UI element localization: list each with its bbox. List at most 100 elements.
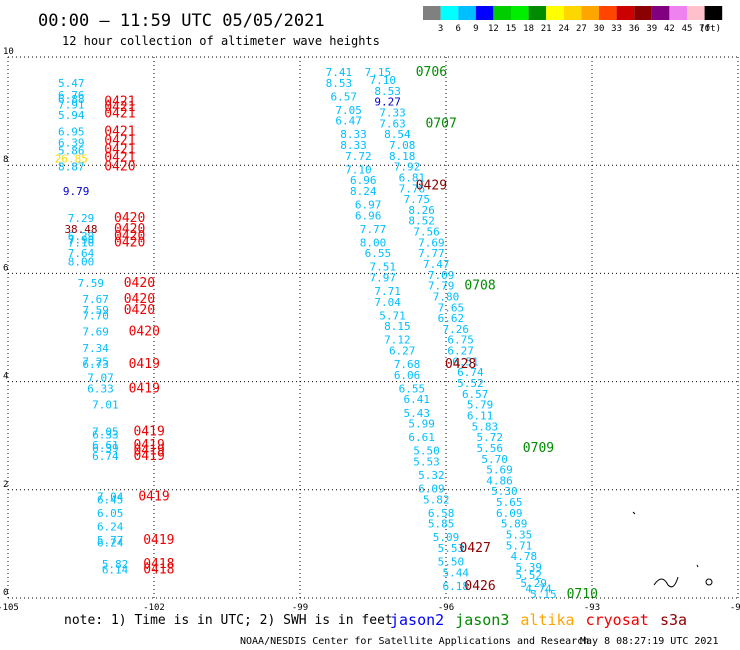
time-label: 0429 bbox=[416, 179, 447, 194]
data-point-label: 4.74 bbox=[525, 583, 552, 596]
y-tick-label: 8 bbox=[3, 155, 8, 165]
time-label: 0707 bbox=[425, 116, 456, 131]
time-label: 0420 bbox=[124, 303, 155, 318]
data-point-label: 6.39 bbox=[58, 136, 85, 149]
y-tick-label: 4 bbox=[3, 372, 8, 382]
y-tick-label: 10 bbox=[3, 47, 14, 57]
data-point-label: 7.92 bbox=[394, 161, 421, 174]
data-point-label: 7.59 bbox=[77, 277, 104, 290]
data-point-label: 5.99 bbox=[408, 418, 435, 431]
data-point-label: 7.56 bbox=[413, 226, 440, 239]
time-label: 0420 bbox=[114, 222, 145, 237]
data-point-label: 5.71 bbox=[506, 539, 533, 552]
time-label: 0419 bbox=[143, 533, 174, 548]
coastline-marks bbox=[632, 511, 713, 588]
time-label: 0420 bbox=[114, 229, 145, 244]
data-point-label: 6.09 bbox=[496, 507, 523, 520]
data-point-label: 7.26 bbox=[442, 323, 469, 336]
legend-item: s3a bbox=[660, 611, 687, 629]
data-point-label: 5.70 bbox=[481, 453, 508, 466]
colorbar-swatch bbox=[440, 6, 459, 20]
colorbar-label: 45 bbox=[682, 24, 693, 34]
colorbar-label: 33 bbox=[611, 24, 622, 34]
data-point-label: 5.53 bbox=[413, 455, 440, 468]
time-label: 0420 bbox=[104, 160, 135, 175]
data-point-label: 9.79 bbox=[63, 185, 90, 198]
y-tick-label: 0 bbox=[3, 588, 8, 598]
colorbar: 3 6 9 12 15 18 21 24 27 30 33 36 39 42 45 70(ft) bbox=[423, 6, 723, 34]
time-label: 0419 bbox=[133, 444, 164, 459]
time-label: 0421 bbox=[104, 150, 135, 165]
time-label: 0426 bbox=[464, 579, 495, 594]
data-point-label: 6.29 bbox=[68, 230, 95, 243]
colorbar-swatch bbox=[687, 6, 705, 20]
colorbar-label: 21 bbox=[541, 24, 552, 34]
colorbar-label: 3 bbox=[438, 24, 443, 34]
data-point-label: 7.33 bbox=[379, 107, 406, 120]
time-label: 0421 bbox=[104, 100, 135, 115]
data-point-label: 5.52 bbox=[515, 569, 542, 582]
colorbar-label: 70 bbox=[699, 24, 710, 34]
data-point-label: 7.01 bbox=[92, 399, 119, 412]
time-label: 0420 bbox=[114, 235, 145, 250]
data-point-label: 7.41 bbox=[326, 66, 353, 79]
x-tick-label: -105 bbox=[0, 603, 19, 613]
data-point-label: 6.62 bbox=[438, 312, 465, 325]
data-point-label: 9.27 bbox=[374, 96, 401, 109]
data-point-label: 5.35 bbox=[506, 528, 533, 541]
data-point-label: 6.51 bbox=[452, 355, 479, 368]
data-point-label: 6.61 bbox=[408, 431, 435, 444]
data-point-label: 7.69 bbox=[418, 236, 445, 249]
data-point-label: 7.71 bbox=[374, 285, 401, 298]
data-point-label: 6.76 bbox=[58, 89, 85, 102]
data-point-label: 7.79 bbox=[428, 280, 455, 293]
data-point-label: 7.15 bbox=[365, 66, 392, 79]
colorbar-swatch bbox=[616, 6, 635, 20]
data-point-label: 7.67 bbox=[82, 293, 109, 306]
data-point-label: 5.50 bbox=[413, 445, 440, 458]
colorbar-label: 9 bbox=[473, 24, 478, 34]
data-point-label: 7.77 bbox=[418, 247, 445, 260]
colorbar-swatch bbox=[581, 6, 599, 20]
data-point-label: 5.50 bbox=[438, 556, 465, 569]
data-point-label: 7.34 bbox=[82, 342, 109, 355]
colorbar-swatch bbox=[563, 6, 582, 20]
colorbar-swatch bbox=[528, 6, 547, 20]
grid-lines bbox=[7, 56, 739, 599]
data-point-label: 7.69 bbox=[82, 326, 109, 339]
data-point-label: 6.57 bbox=[462, 388, 489, 401]
time-label: 0421 bbox=[104, 95, 135, 110]
data-point-label: 7.76 bbox=[399, 182, 426, 195]
data-point-label: 8.53 bbox=[374, 85, 401, 98]
note-text: note: 1) Time is in UTC; 2) SWH is in fe… bbox=[64, 613, 393, 628]
data-point-label: 38.48 bbox=[64, 223, 97, 236]
data-point-label: 5.56 bbox=[477, 442, 504, 455]
time-label: 0710 bbox=[567, 587, 598, 602]
colorbar-swatch bbox=[458, 6, 476, 20]
data-point-label: 6.96 bbox=[355, 209, 382, 222]
x-tick-label: -99 bbox=[292, 603, 308, 613]
time-labels: 0421042104210421042104210421042004200420… bbox=[104, 65, 598, 602]
colorbar-label: 15 bbox=[506, 24, 517, 34]
x-tick-label: -96 bbox=[438, 603, 454, 613]
credit-text: NOAA/NESDIS Center for Satellite Applica… bbox=[240, 636, 589, 647]
time-label: 0419 bbox=[133, 425, 164, 440]
colorbar-unit: (ft) bbox=[699, 24, 721, 34]
data-point-label: 8.15 bbox=[384, 320, 411, 333]
data-point-label: 5.83 bbox=[472, 420, 499, 433]
data-point-label: 8.24 bbox=[350, 185, 377, 198]
time-label: 0708 bbox=[464, 279, 495, 294]
data-point-label: 6.11 bbox=[467, 409, 494, 422]
data-point-label: 7.77 bbox=[360, 223, 387, 236]
time-label: 0418 bbox=[143, 557, 174, 572]
time-label: 0420 bbox=[129, 325, 160, 340]
data-point-label: 7.08 bbox=[389, 139, 416, 152]
data-point-label: 6.05 bbox=[97, 507, 124, 520]
data-point-label: 6.24 bbox=[97, 537, 124, 550]
data-point-label: 6.81 bbox=[399, 171, 426, 184]
data-point-label: 6.27 bbox=[389, 345, 416, 358]
data-point-label: 8.00 bbox=[360, 236, 387, 249]
colorbar-label: 27 bbox=[576, 24, 587, 34]
data-point-label: 8.87 bbox=[58, 161, 85, 174]
data-point-label: 5.53 bbox=[438, 542, 465, 555]
